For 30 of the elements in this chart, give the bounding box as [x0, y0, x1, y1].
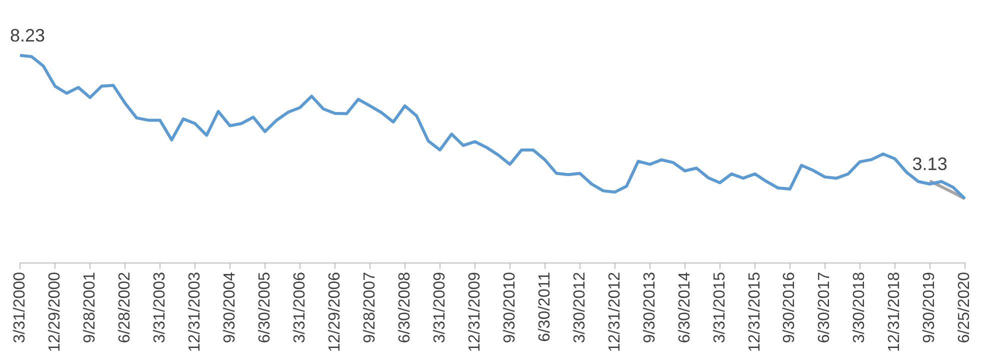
x-tick-label: 9/30/2010 — [501, 272, 518, 344]
x-tick-label: 3/30/2012 — [571, 272, 588, 344]
x-tick-label: 6/25/2020 — [956, 272, 974, 344]
data-label: 8.23 — [10, 25, 46, 46]
data-label: 3.13 — [912, 154, 948, 174]
x-tick-label: 6/28/2002 — [116, 272, 134, 344]
x-tick-label: 9/30/2016 — [781, 272, 798, 344]
x-tick-label: 12/31/2003 — [186, 272, 204, 352]
x-tick-label: 12/29/2000 — [46, 272, 64, 352]
x-tick-label: 3/31/2006 — [291, 272, 308, 344]
x-tick-label: 6/30/2005 — [256, 272, 274, 344]
x-tick-label: 12/31/2018 — [886, 272, 904, 352]
x-tick-label: 6/30/2008 — [396, 272, 414, 344]
x-tick-label: 9/30/2004 — [221, 272, 238, 344]
x-tick-label: 12/29/2006 — [326, 272, 344, 352]
x-tick-label: 6/30/2017 — [816, 272, 834, 344]
x-tick-label: 12/31/2015 — [746, 272, 764, 352]
x-tick-label: 9/28/2001 — [81, 272, 98, 344]
x-tick-label: 3/31/2015 — [711, 272, 728, 344]
x-tick-label: 9/30/2019 — [921, 272, 938, 344]
x-tick-label: 3/31/2003 — [151, 272, 168, 344]
x-tick-label: 3/30/2018 — [851, 272, 868, 344]
x-tick-label: 9/28/2007 — [361, 272, 378, 344]
x-tick-label: 12/31/2012 — [606, 272, 624, 352]
x-tick-label: 6/30/2011 — [536, 272, 554, 342]
x-tick-label: 6/30/2014 — [676, 272, 694, 344]
x-tick-label: 9/30/2013 — [641, 272, 658, 344]
x-tick-label: 3/31/2000 — [11, 272, 28, 344]
x-tick-label: 3/31/2009 — [431, 272, 448, 344]
x-tick-label: 12/31/2009 — [466, 272, 484, 352]
